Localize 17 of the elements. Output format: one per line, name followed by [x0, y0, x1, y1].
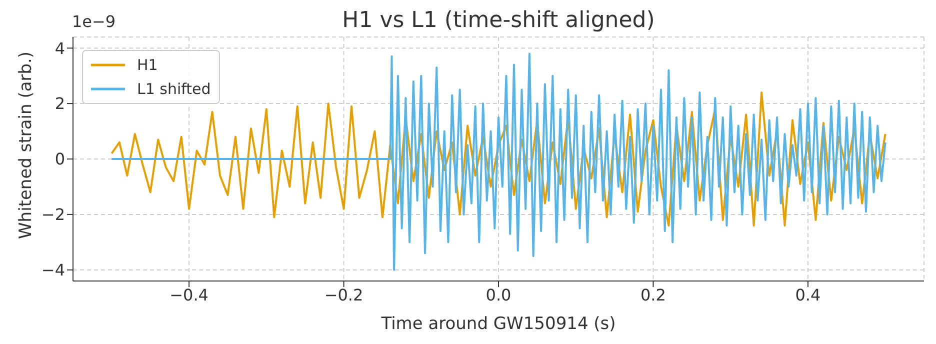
x-tick-label: −0.2	[324, 285, 364, 304]
y-tick-label: −4	[41, 260, 65, 280]
legend-label: L1 shifted	[137, 79, 211, 100]
y-tick-label: 0	[54, 150, 65, 169]
line-series	[110, 52, 886, 271]
x-tick-label: 0.2	[640, 285, 666, 304]
legend-label: H1	[137, 55, 158, 76]
y-tick-label: 2	[54, 94, 65, 114]
x-tick-label: 0.4	[795, 285, 821, 304]
chart-title: H1 vs L1 (time-shift aligned)	[342, 8, 655, 33]
x-tick-label: −0.4	[170, 285, 208, 304]
y-tick-label: −2	[41, 205, 65, 224]
x-axis-title: Time around GW150914 (s)	[380, 314, 616, 334]
y-axis-title: Whitened strain (arb.)	[16, 51, 36, 239]
y-tick-label: 4	[54, 38, 65, 58]
text: 1e−9	[72, 12, 116, 31]
x-tick-label: 0.0	[486, 285, 512, 304]
